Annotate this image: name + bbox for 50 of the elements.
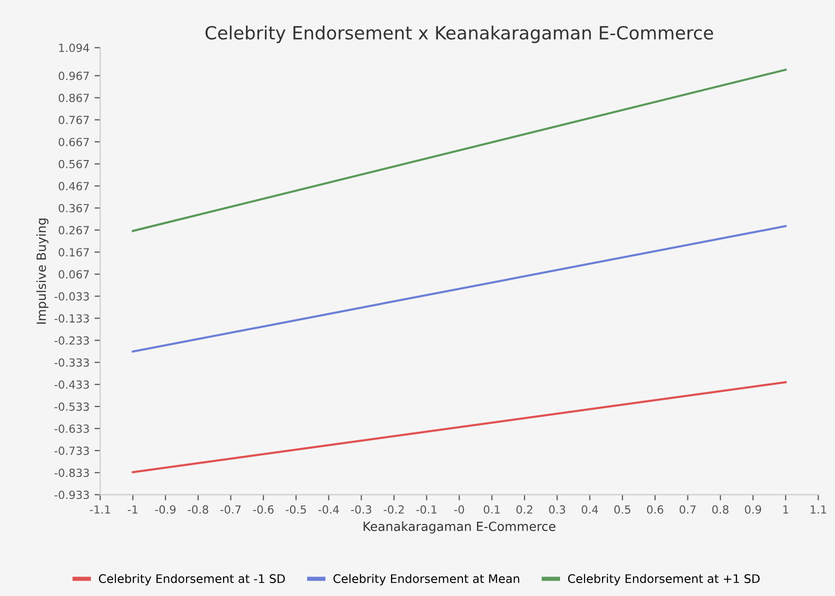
y-tick-label: -0.633 <box>54 424 89 433</box>
x-tick-label: 0.3 <box>549 505 566 514</box>
x-tick-label: -0.7 <box>220 505 241 514</box>
y-tick-label: 0.467 <box>58 182 89 190</box>
y-tick-label: -0.033 <box>54 292 89 301</box>
y-tick-label: -0.133 <box>54 314 89 323</box>
y-tick-label: 1.094 <box>59 44 90 52</box>
x-tick-label: -0 <box>454 505 464 514</box>
y-tick-label: 0.867 <box>58 94 89 102</box>
x-tick-label: -0.5 <box>286 505 306 514</box>
x-axis-title: Keanakaragaman E-Commerce <box>364 521 556 534</box>
y-tick-label: -0.233 <box>54 336 89 345</box>
x-tick-label: -0.4 <box>318 505 339 514</box>
x-tick-label: -0.1 <box>416 505 436 514</box>
x-tick-label: 0.8 <box>712 505 728 514</box>
legend-label: Celebrity Endorsement at Mean <box>333 574 520 586</box>
y-tick-label: 0.967 <box>58 72 89 80</box>
y-tick-label: -0.833 <box>54 468 89 478</box>
y-tick-label: 0.367 <box>58 204 89 212</box>
x-tick-label: -1.1 <box>90 505 110 514</box>
x-tick-label: 1 <box>783 505 788 514</box>
x-tick-label: 0.2 <box>516 505 532 514</box>
y-tick-label: 0.167 <box>58 248 89 256</box>
y-axis-title: Impulsive Buying <box>36 218 48 324</box>
y-tick-label: -0.533 <box>54 402 89 411</box>
y-tick-label: 0.767 <box>58 116 89 124</box>
x-tick-label: -1 <box>128 505 138 514</box>
x-tick-label: 0.7 <box>680 505 696 514</box>
chart-title: Celebrity Endorsement x Keanakaragaman E-Commerce <box>206 26 714 44</box>
y-tick-label: 0.067 <box>58 270 89 279</box>
x-tick-label: -0.6 <box>253 505 274 514</box>
x-tick-label: -0.8 <box>188 505 208 514</box>
x-tick-label: 0.4 <box>582 505 598 514</box>
x-tick-label: -0.3 <box>351 505 372 514</box>
legend-label: Celebrity Endorsement at +1 SD <box>568 574 760 586</box>
y-tick-label: -0.733 <box>54 446 89 455</box>
x-tick-label: 0.9 <box>744 505 762 514</box>
x-tick-label: -0.2 <box>384 505 404 514</box>
x-tick-label: 0.6 <box>646 505 664 514</box>
y-tick-label: 0.567 <box>58 160 89 168</box>
x-tick-label: 1.1 <box>810 505 826 514</box>
y-tick-label: 0.267 <box>58 226 89 234</box>
legend-label: Celebrity Endorsement at -1 SD <box>98 574 285 586</box>
y-tick-label: 0.667 <box>58 138 89 146</box>
x-tick-label: -0.9 <box>155 505 176 514</box>
y-tick-label: -0.333 <box>54 358 89 367</box>
y-tick-label: -0.433 <box>54 380 89 389</box>
x-tick-label: 0.5 <box>614 505 630 514</box>
x-tick-label: 0.1 <box>484 505 500 514</box>
y-tick-label: -0.933 <box>54 490 89 500</box>
